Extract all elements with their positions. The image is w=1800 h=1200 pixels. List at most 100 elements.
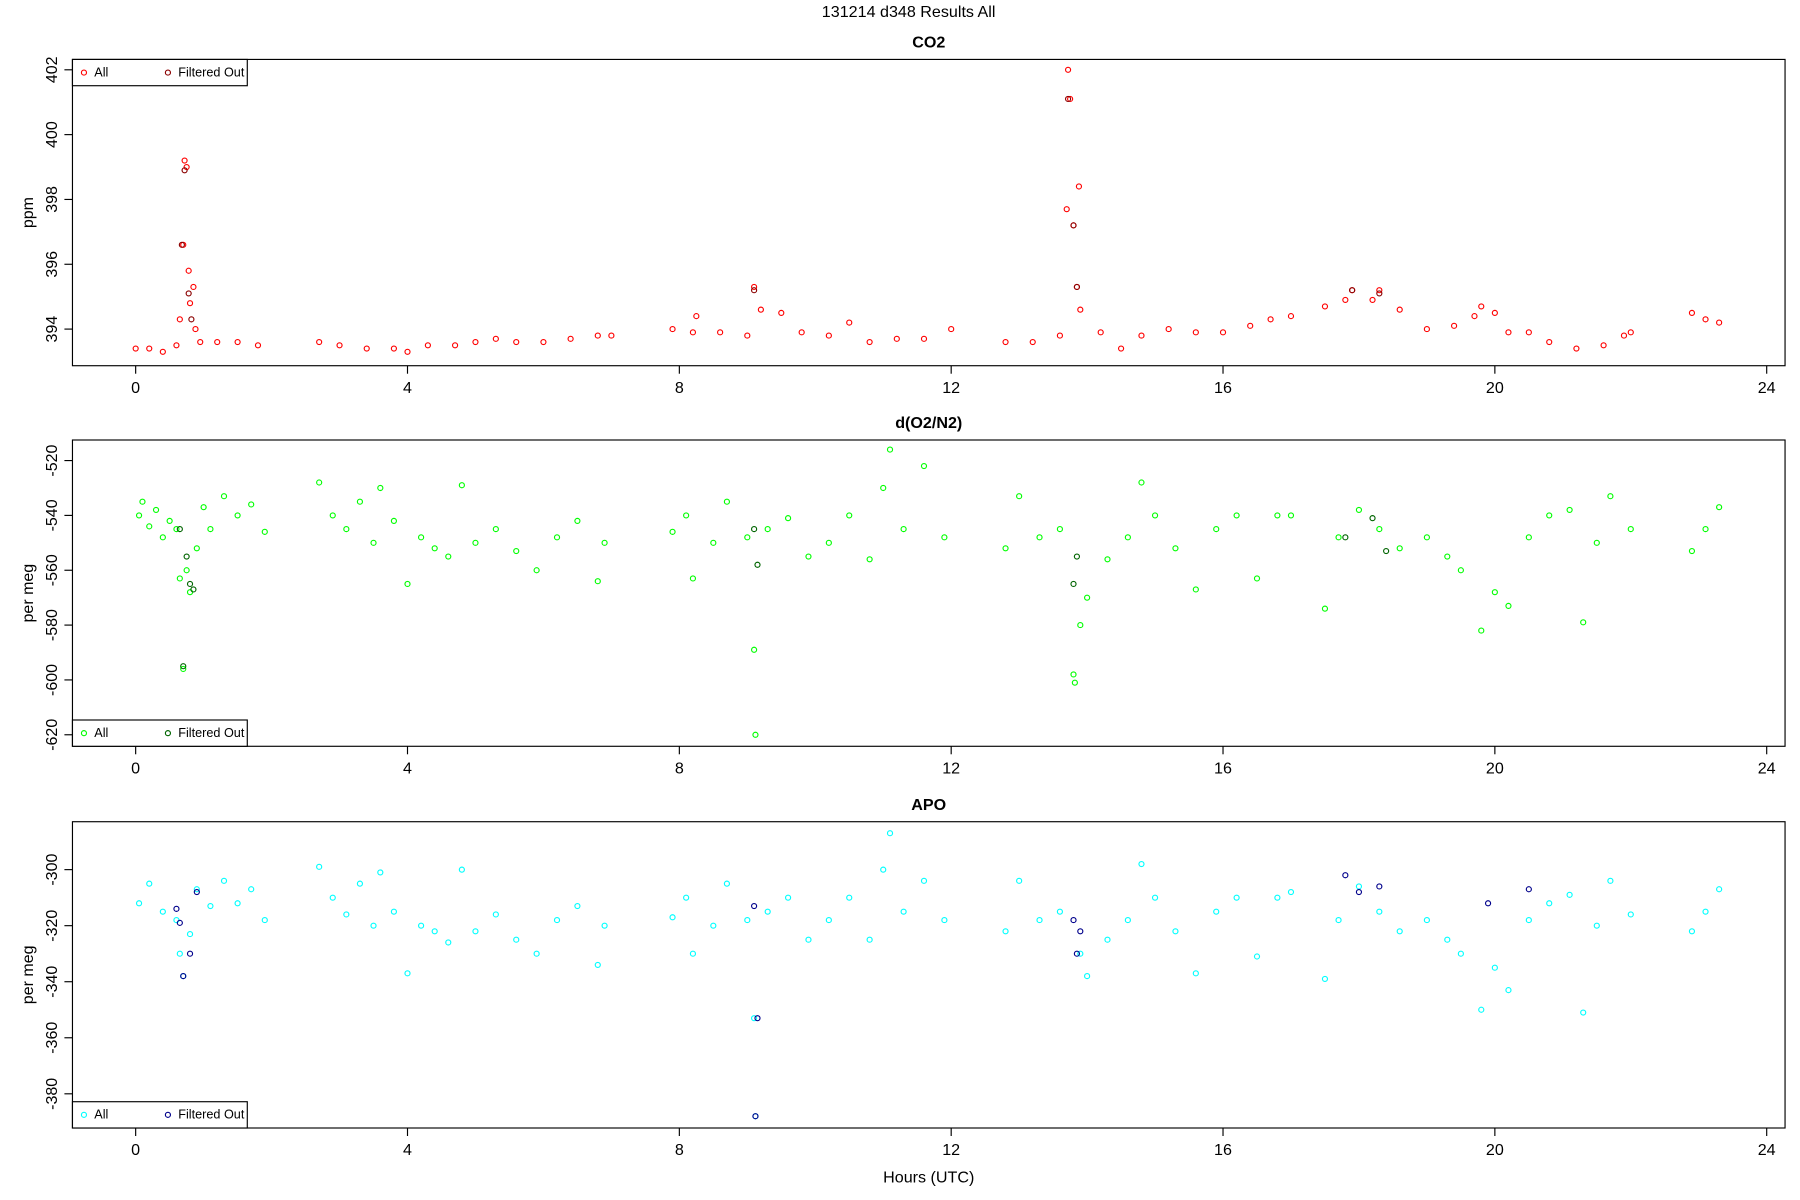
data-point	[1349, 287, 1356, 294]
data-point	[1172, 928, 1179, 935]
data-point	[185, 290, 192, 297]
data-point	[1067, 95, 1074, 103]
y-tick-label: -600	[43, 664, 61, 696]
data-point	[404, 580, 411, 588]
data-point	[784, 515, 792, 522]
data-point	[472, 338, 479, 346]
data-point	[846, 512, 853, 519]
data-point	[744, 916, 751, 924]
data-point	[1274, 512, 1281, 519]
data-point	[1138, 332, 1145, 339]
data-point	[1580, 619, 1587, 626]
panel-title: d(O2/N2)	[895, 414, 962, 432]
data-point	[846, 894, 853, 901]
y-tick-label: 398	[43, 186, 61, 213]
data-point	[693, 313, 700, 320]
data-point	[1335, 534, 1342, 541]
data-point	[261, 528, 268, 535]
y-tick-label: -320	[43, 910, 61, 942]
data-point	[805, 936, 812, 943]
data-point	[431, 545, 438, 552]
legend-label: All	[94, 1108, 108, 1122]
data-point	[1138, 479, 1145, 486]
data-point	[139, 498, 146, 505]
data-point	[723, 498, 731, 505]
data-point	[1117, 345, 1125, 352]
y-tick-label: -540	[43, 499, 61, 531]
legend-marker	[164, 1111, 172, 1118]
data-point	[1620, 332, 1628, 339]
data-point	[193, 888, 200, 896]
data-point	[1566, 891, 1573, 898]
y-tick-label: -580	[43, 609, 61, 641]
data-point	[567, 335, 574, 342]
data-point	[1104, 556, 1111, 563]
data-point	[574, 517, 581, 524]
data-point	[445, 939, 452, 946]
data-point	[1573, 345, 1580, 352]
data-point	[220, 877, 228, 884]
data-point	[1247, 322, 1254, 329]
data-point	[261, 916, 268, 924]
data-point	[248, 501, 255, 508]
legend-marker	[80, 69, 88, 76]
data-point	[1593, 539, 1600, 546]
data-point	[404, 348, 411, 355]
data-point	[1192, 970, 1199, 977]
data-point	[553, 534, 561, 541]
y-tick-label: 402	[43, 56, 61, 83]
data-point	[1077, 622, 1084, 629]
data-point	[900, 908, 907, 915]
data-point	[750, 287, 758, 294]
data-point	[1505, 987, 1512, 994]
data-point	[1376, 290, 1383, 297]
y-tick-label: -560	[43, 554, 61, 586]
data-point	[1716, 886, 1723, 893]
data-point	[1253, 575, 1261, 582]
legend-marker	[164, 730, 172, 737]
data-point	[513, 547, 520, 555]
data-point	[159, 348, 166, 355]
data-point	[1423, 534, 1431, 541]
data-point	[188, 316, 195, 323]
data-point	[159, 534, 166, 541]
data-point	[1627, 526, 1634, 533]
data-point	[744, 534, 751, 541]
data-point	[880, 866, 887, 873]
data-point	[192, 326, 199, 333]
data-point	[1593, 922, 1600, 929]
x-tick-label: 12	[942, 1141, 960, 1159]
y-tick-label: 396	[43, 251, 61, 278]
data-point	[757, 306, 764, 313]
data-point	[343, 526, 350, 533]
data-point	[594, 961, 601, 968]
legend-label: Filtered Out	[178, 726, 245, 740]
data-point	[1056, 332, 1064, 339]
data-point	[866, 338, 873, 346]
data-point	[180, 663, 187, 670]
data-point	[1056, 526, 1064, 533]
data-point	[513, 338, 520, 346]
plot-frame	[71, 821, 1786, 1129]
legend-label: All	[94, 726, 108, 740]
data-point	[1036, 916, 1043, 924]
data-point	[248, 886, 255, 893]
data-point	[377, 484, 384, 492]
data-point	[1151, 894, 1159, 901]
data-point	[472, 928, 479, 935]
legend-box	[71, 719, 248, 747]
data-point	[754, 1015, 761, 1022]
data-point	[683, 512, 690, 519]
data-point	[176, 575, 183, 582]
data-point	[920, 462, 928, 470]
x-tick-label: 24	[1758, 1141, 1776, 1159]
data-point	[1274, 894, 1281, 901]
data-point	[880, 484, 887, 492]
data-point	[846, 319, 853, 326]
data-point	[1580, 1009, 1587, 1016]
data-point	[1063, 206, 1070, 213]
data-point	[798, 329, 805, 336]
data-point	[941, 534, 948, 541]
data-point	[1073, 950, 1081, 957]
